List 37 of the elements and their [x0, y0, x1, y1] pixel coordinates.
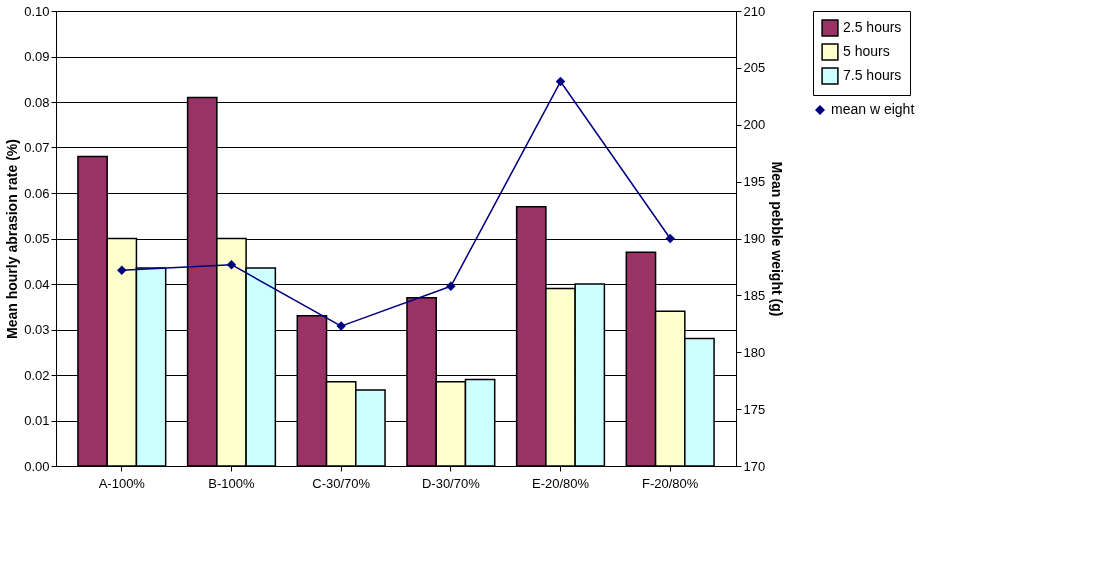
- y-axis-title: Mean hourly abrasion rate (%): [4, 139, 21, 339]
- y2-axis-title: Mean pebble weight (g): [769, 161, 786, 317]
- legend-label: mean w eight: [831, 101, 915, 117]
- y2-tick-label: 195: [743, 174, 766, 190]
- y2-tick-label: 210: [743, 3, 766, 19]
- x-tick-label: D-30/70%: [421, 475, 481, 491]
- point: [446, 281, 456, 292]
- y2-tick-label: 205: [743, 60, 766, 76]
- y-tick-label: 0.00: [24, 458, 50, 474]
- y-tick-label: 0.07: [24, 140, 50, 155]
- x-tick-label: A-100%: [98, 475, 146, 491]
- y-tick-label: 0.02: [24, 367, 50, 383]
- y2-tick-label: 190: [743, 231, 766, 246]
- y-tick-label: 0.04: [24, 276, 50, 292]
- x-tick-label: B-100%: [208, 475, 256, 491]
- point: [665, 233, 675, 244]
- x-tick-label: E-20/80%: [531, 475, 590, 491]
- point: [555, 76, 566, 87]
- y2-tick-label: 185: [743, 287, 766, 303]
- y-tick-label: 0.09: [24, 49, 50, 64]
- y2-tick-label: 180: [743, 344, 766, 360]
- y2-tick-label: 200: [743, 117, 766, 133]
- legend-label: 7.5 hours: [843, 67, 902, 83]
- y-tick-label: 0.01: [24, 413, 50, 428]
- y2-tick-label: 175: [743, 401, 766, 417]
- x-tick-label: C-30/70%: [312, 475, 371, 491]
- y2-tick-label: 170: [743, 458, 766, 474]
- x-tick-label: F-20/80%: [642, 475, 699, 491]
- y-tick-label: 0.06: [24, 185, 50, 201]
- legend-label: 5 hours: [843, 43, 890, 59]
- point: [226, 259, 237, 270]
- y-tick-label: 0.10: [24, 3, 50, 19]
- y-tick-label: 0.05: [24, 231, 50, 246]
- y-tick-label: 0.08: [24, 94, 50, 110]
- legend-label: 2.5 hours: [843, 19, 902, 35]
- y-tick-label: 0.03: [24, 322, 50, 337]
- point: [117, 265, 127, 276]
